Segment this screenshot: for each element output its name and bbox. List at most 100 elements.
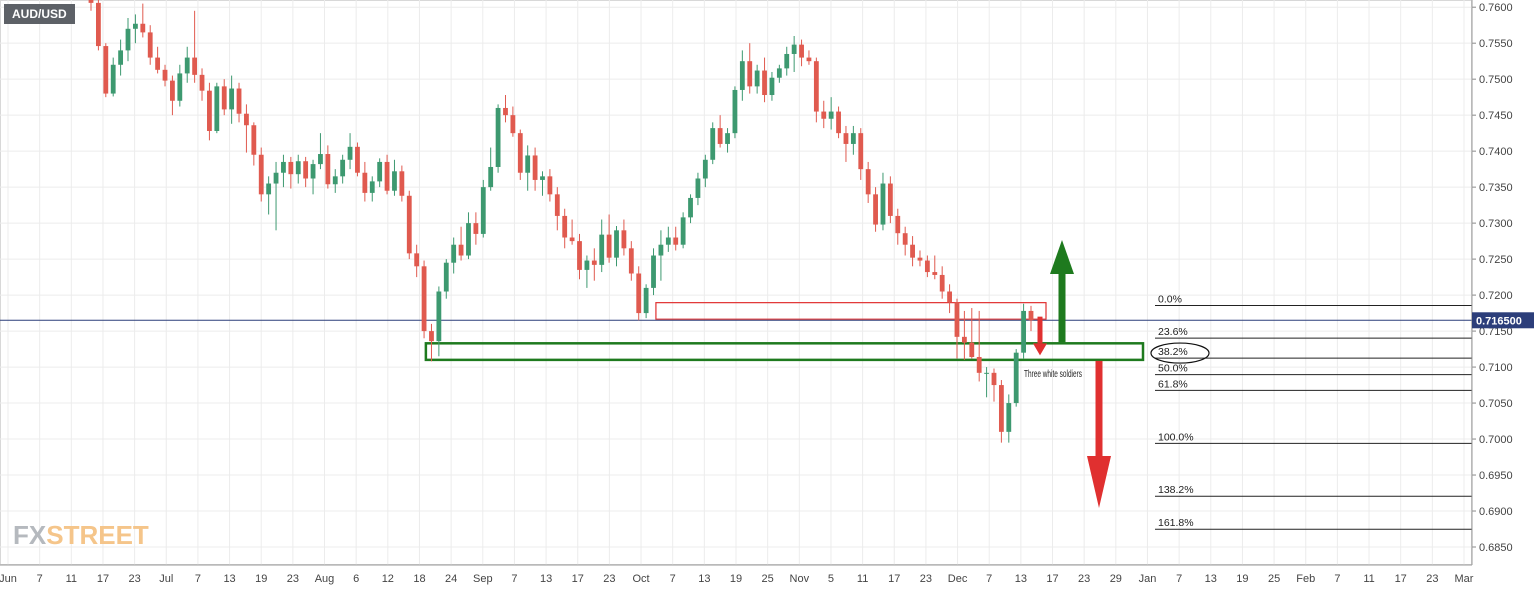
candle[interactable] xyxy=(140,3,146,38)
candle[interactable] xyxy=(961,310,967,360)
candle[interactable] xyxy=(332,169,338,193)
candle[interactable] xyxy=(88,0,94,11)
candle[interactable] xyxy=(976,310,982,382)
candle[interactable] xyxy=(355,142,360,177)
candle[interactable] xyxy=(577,233,582,280)
candle[interactable] xyxy=(517,129,523,180)
candle[interactable] xyxy=(680,212,686,249)
candle[interactable] xyxy=(414,244,420,278)
candle[interactable] xyxy=(273,161,279,231)
candle[interactable] xyxy=(739,50,745,101)
candle[interactable] xyxy=(599,219,605,273)
candle[interactable] xyxy=(984,367,989,398)
candle[interactable] xyxy=(606,214,612,263)
candle[interactable] xyxy=(799,39,804,67)
candle[interactable] xyxy=(636,266,642,321)
candle[interactable] xyxy=(399,165,405,202)
candle[interactable] xyxy=(865,161,871,203)
candle[interactable] xyxy=(932,255,938,280)
candle[interactable] xyxy=(591,248,597,281)
candle[interactable] xyxy=(769,71,775,101)
candle[interactable] xyxy=(480,179,486,238)
candle[interactable] xyxy=(658,230,664,281)
candle[interactable] xyxy=(451,237,457,274)
candle[interactable] xyxy=(725,128,730,153)
candle[interactable] xyxy=(155,46,161,74)
candle[interactable] xyxy=(258,147,264,202)
candle[interactable] xyxy=(347,133,353,170)
candle[interactable] xyxy=(939,266,945,299)
candle[interactable] xyxy=(621,219,627,256)
candle[interactable] xyxy=(95,0,101,51)
candle[interactable] xyxy=(806,50,812,65)
candle[interactable] xyxy=(887,176,893,224)
candle[interactable] xyxy=(673,226,679,251)
candle[interactable] xyxy=(1028,305,1034,332)
candle[interactable] xyxy=(954,298,960,359)
candle[interactable] xyxy=(443,259,449,299)
candle[interactable] xyxy=(628,241,634,281)
candle[interactable] xyxy=(162,64,168,87)
candle[interactable] xyxy=(880,172,886,231)
candle[interactable] xyxy=(910,236,915,267)
candle[interactable] xyxy=(236,82,242,123)
candle[interactable] xyxy=(776,64,782,83)
candle[interactable] xyxy=(784,46,790,76)
candle[interactable] xyxy=(754,64,760,94)
candle[interactable] xyxy=(406,190,412,260)
candle[interactable] xyxy=(473,212,479,245)
candle[interactable] xyxy=(340,154,346,184)
candle[interactable] xyxy=(584,255,590,288)
candles[interactable] xyxy=(88,0,1034,443)
candle[interactable] xyxy=(125,17,131,62)
candle[interactable] xyxy=(858,128,864,180)
candle[interactable] xyxy=(850,125,856,155)
candle[interactable] xyxy=(828,97,834,130)
candle[interactable] xyxy=(821,100,827,129)
candle[interactable] xyxy=(643,284,649,319)
candle[interactable] xyxy=(377,158,383,188)
candle[interactable] xyxy=(369,176,375,202)
candle[interactable] xyxy=(303,156,309,188)
candle[interactable] xyxy=(762,57,767,103)
candle[interactable] xyxy=(702,154,708,188)
candle[interactable] xyxy=(732,86,738,139)
candle[interactable] xyxy=(1013,349,1019,407)
candle[interactable] xyxy=(495,104,501,173)
candle[interactable] xyxy=(998,380,1004,443)
candle[interactable] xyxy=(133,14,138,44)
candle[interactable] xyxy=(747,43,753,94)
candle[interactable] xyxy=(1021,303,1027,359)
candle[interactable] xyxy=(924,255,930,278)
candle[interactable] xyxy=(110,57,116,97)
candle[interactable] xyxy=(207,82,212,141)
candle[interactable] xyxy=(540,171,545,196)
candle[interactable] xyxy=(717,115,723,148)
candle[interactable] xyxy=(791,35,797,72)
candle[interactable] xyxy=(214,82,220,134)
candle[interactable] xyxy=(281,154,286,188)
candle[interactable] xyxy=(873,187,878,232)
candle[interactable] xyxy=(192,10,198,83)
candle[interactable] xyxy=(562,208,568,249)
candle[interactable] xyxy=(103,43,109,98)
candle[interactable] xyxy=(118,39,124,76)
candle[interactable] xyxy=(547,169,553,202)
candle[interactable] xyxy=(991,368,997,402)
candle[interactable] xyxy=(569,219,575,245)
candle[interactable] xyxy=(384,154,390,195)
candle[interactable] xyxy=(184,46,190,83)
candle[interactable] xyxy=(392,159,397,196)
candle[interactable] xyxy=(688,194,693,224)
candle[interactable] xyxy=(917,250,923,267)
candle[interactable] xyxy=(1006,394,1012,443)
candle[interactable] xyxy=(843,125,849,162)
candle[interactable] xyxy=(221,79,227,116)
candle[interactable] xyxy=(362,161,368,202)
candle[interactable] xyxy=(325,145,331,189)
candle[interactable] xyxy=(310,159,316,195)
candle[interactable] xyxy=(510,106,516,137)
candle[interactable] xyxy=(266,176,272,215)
candle[interactable] xyxy=(947,284,952,314)
candle[interactable] xyxy=(488,147,494,191)
